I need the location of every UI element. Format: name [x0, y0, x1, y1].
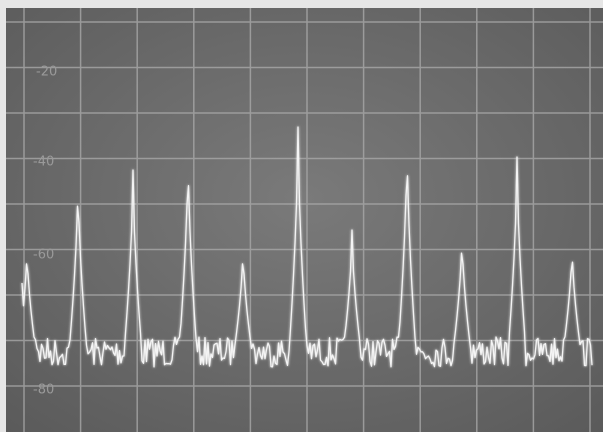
graticule	[6, 8, 603, 432]
scale-labels: -20 -40 -60 -80	[33, 65, 57, 398]
spectrum-trace	[21, 126, 593, 368]
scale-label: -20	[36, 65, 57, 80]
scale-label: -60	[33, 248, 54, 263]
screen	[6, 8, 603, 432]
scale-label: -40	[33, 155, 54, 170]
scale-label: -80	[33, 383, 54, 398]
